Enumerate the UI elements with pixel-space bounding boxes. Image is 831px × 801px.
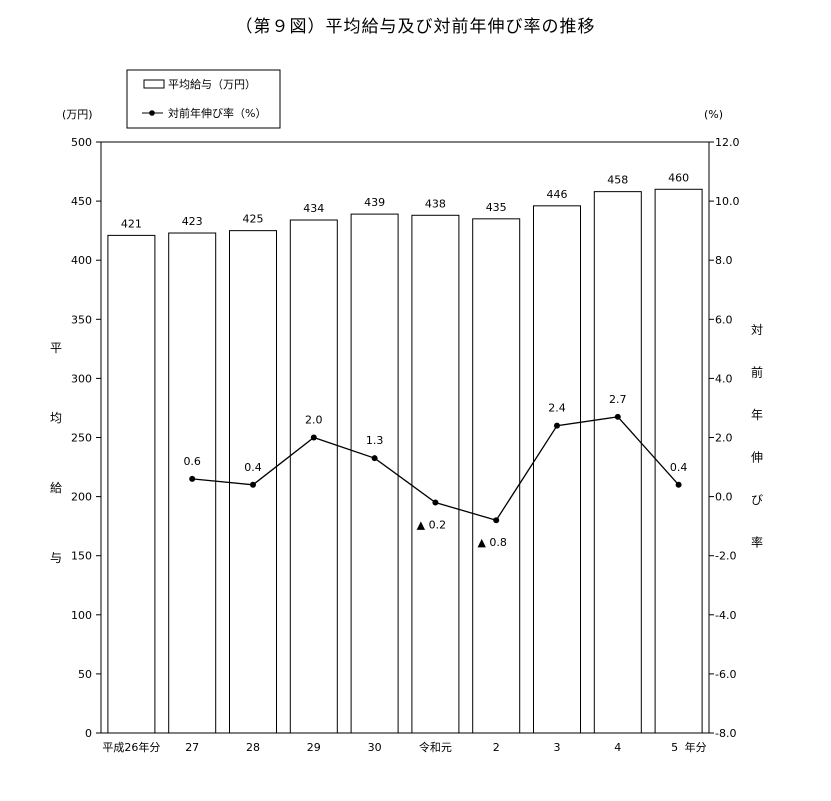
right-axis: -8.0 -6.0 -4.0 -2.0 0.0 2.0 4.0 6.0 8.0 10.0 12.0 (709, 136, 740, 740)
growth-rate-point (432, 499, 439, 506)
left-axis-label-char: 与 (50, 551, 62, 565)
left-tick-label: 350 (71, 313, 92, 326)
bar (289, 219, 338, 734)
bar (350, 213, 399, 734)
right-axis-label-char: び (751, 493, 763, 507)
right-tick-label: 10.0 (715, 195, 740, 208)
x-tick-label: 28 (246, 741, 260, 754)
bar (472, 218, 521, 734)
right-tick-label: -6.0 (715, 668, 736, 681)
growth-rate-point (310, 434, 317, 441)
left-axis-label-char: 給 (50, 481, 62, 495)
right-axis-label-char: 前 (751, 365, 763, 380)
bar (229, 230, 277, 734)
legend-line-label: 対前年伸び率（%） (168, 106, 266, 120)
growth-rate-label: ▲ 0.8 (477, 536, 506, 549)
right-axis-label-char: 伸 (751, 451, 763, 465)
left-tick-label: 250 (71, 432, 92, 445)
left-axis-unit: (万円) (62, 108, 93, 121)
growth-rate-point (371, 455, 378, 462)
left-axis-label-char: 均 (50, 411, 62, 425)
growth-rate-label: 0.4 (670, 461, 688, 474)
x-axis: 平成26年分 27 28 29 30 令和元 2 3 4 5 年分 (102, 740, 706, 754)
bar-value-label: 458 (607, 174, 628, 187)
x-tick-label: 平成26年分 (102, 740, 160, 754)
chart-title: （第９図）平均給与及び対前年伸び率の推移 (235, 17, 596, 37)
right-axis-unit: (%) (704, 108, 723, 121)
x-tick-label: 2 (493, 741, 500, 754)
growth-rate-label: 0.4 (244, 461, 262, 474)
growth-rate-point (493, 517, 500, 524)
bar (533, 205, 581, 734)
growth-rate-point (675, 481, 682, 488)
legend-line-marker (149, 110, 155, 116)
bar-series: 421 423 425 434 439 438 435 446 458 460 (107, 171, 703, 734)
right-tick-label: 6.0 (715, 313, 733, 326)
bar (168, 232, 217, 734)
right-axis-label-char: 対 (751, 323, 763, 337)
x-tick-label: 4 (614, 741, 621, 754)
right-axis-label-char: 率 (751, 535, 763, 550)
x-tick-label: 30 (368, 741, 382, 754)
legend-bar-swatch (143, 79, 165, 89)
left-tick-label: 0 (85, 727, 92, 740)
bar-value-label: 435 (486, 201, 507, 214)
growth-rate-point (189, 475, 196, 482)
left-tick-label: 450 (71, 195, 92, 208)
right-tick-label: 12.0 (715, 136, 740, 149)
growth-rate-label: 2.7 (609, 393, 627, 406)
left-axis: 0 50 100 150 200 250 300 350 400 450 500 (71, 136, 101, 740)
legend-bar-label: 平均給与（万円） (168, 77, 256, 91)
left-tick-label: 400 (71, 254, 92, 267)
growth-rate-label: 1.3 (366, 434, 384, 447)
growth-rate-label: 2.4 (548, 402, 566, 415)
bar-value-label: 460 (668, 171, 689, 184)
bar-value-label: 423 (182, 215, 203, 228)
growth-rate-point (554, 422, 560, 429)
bar (654, 188, 703, 734)
x-tick-label: 29 (307, 741, 321, 754)
bar-value-label: 438 (425, 197, 446, 210)
left-tick-label: 100 (71, 609, 92, 622)
right-axis-label-char: 年 (751, 408, 763, 422)
growth-rate-point (250, 481, 256, 488)
x-tick-label: 5 (671, 741, 678, 754)
right-tick-label: 8.0 (715, 254, 733, 267)
bar-value-label: 439 (364, 196, 385, 209)
right-tick-label: -4.0 (715, 609, 736, 622)
growth-rate-label: 0.6 (183, 455, 201, 468)
growth-rate-point (614, 413, 621, 420)
left-tick-label: 50 (78, 668, 92, 681)
bar-value-label: 421 (121, 217, 142, 230)
right-tick-label: -2.0 (715, 550, 736, 563)
left-axis-label-char: 平 (50, 341, 62, 355)
right-tick-label: 4.0 (715, 372, 733, 385)
x-tick-label: 27 (185, 741, 199, 754)
legend: 平均給与（万円） 対前年伸び率（%） (126, 69, 281, 129)
bar (411, 214, 460, 734)
right-tick-label: -8.0 (715, 727, 736, 740)
bar-value-label: 446 (547, 188, 568, 201)
line-series: 0.6 0.4 2.0 1.3 ▲ 0.2 ▲ 0.8 2.4 2.7 0.4 (183, 393, 687, 549)
right-tick-label: 2.0 (715, 432, 733, 445)
bar (593, 191, 642, 734)
x-tick-label: 令和元 (419, 740, 452, 754)
growth-rate-label: 2.0 (305, 414, 323, 427)
growth-rate-label: ▲ 0.2 (417, 519, 446, 532)
x-tick-label: 3 (554, 741, 561, 754)
left-tick-label: 500 (71, 136, 92, 149)
x-axis-suffix: 年分 (685, 740, 707, 754)
bar-value-label: 434 (303, 202, 324, 215)
left-tick-label: 200 (71, 491, 92, 504)
right-tick-label: 0.0 (715, 491, 733, 504)
bar (107, 234, 156, 734)
right-axis-label: 対前年伸び率 (751, 323, 763, 550)
bar-value-label: 425 (243, 213, 264, 226)
left-tick-label: 300 (71, 372, 92, 385)
left-tick-label: 150 (71, 550, 92, 563)
left-axis-label: 平均給与 (50, 341, 62, 565)
